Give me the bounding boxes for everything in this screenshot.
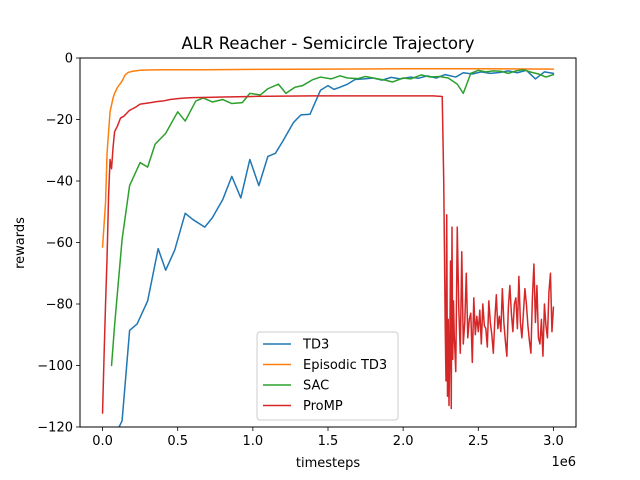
y-tick-label: −40 (46, 175, 73, 190)
series-line-td3 (118, 69, 555, 427)
y-tick-label: −20 (46, 113, 73, 128)
y-tick-label: 0 (65, 52, 73, 67)
x-tick-label: 0.0 (92, 434, 113, 449)
y-tick-label: −120 (37, 421, 73, 436)
series-line-sac (110, 68, 555, 367)
y-tick-label: −80 (46, 298, 73, 313)
legend-label: TD3 (302, 338, 329, 353)
plot-area (79, 57, 577, 428)
legend-label: ProMP (303, 399, 343, 414)
x-tick-label: 2.0 (393, 434, 414, 449)
legend-box (256, 331, 399, 421)
x-axis-label: timesteps (296, 456, 360, 471)
series-layer (101, 68, 555, 427)
y-tick-label: −60 (46, 236, 73, 251)
legend-label: SAC (303, 379, 329, 394)
legend: TD3 Episodic TD3 SAC ProMP (256, 331, 399, 421)
x-axis: 0.0 0.5 1.0 1.5 2.0 2.5 3.0 (92, 427, 564, 449)
series-line-episodic-td3 (101, 68, 555, 248)
y-tick-label: −100 (37, 359, 73, 374)
y-axis-label: rewards (13, 217, 28, 269)
x-tick-label: 2.5 (468, 434, 489, 449)
x-tick-label: 1.0 (243, 434, 264, 449)
y-axis: −120 −100 −80 −60 −40 −20 0 (37, 52, 80, 436)
series-line-promp (101, 95, 555, 414)
x-axis-offset-label: 1e6 (551, 455, 576, 470)
x-tick-label: 1.5 (318, 434, 339, 449)
legend-label: Episodic TD3 (303, 358, 387, 373)
x-tick-label: 0.5 (167, 434, 188, 449)
chart-title: ALR Reacher - Semicircle Trajectory (182, 34, 475, 53)
x-tick-label: 3.0 (543, 434, 564, 449)
